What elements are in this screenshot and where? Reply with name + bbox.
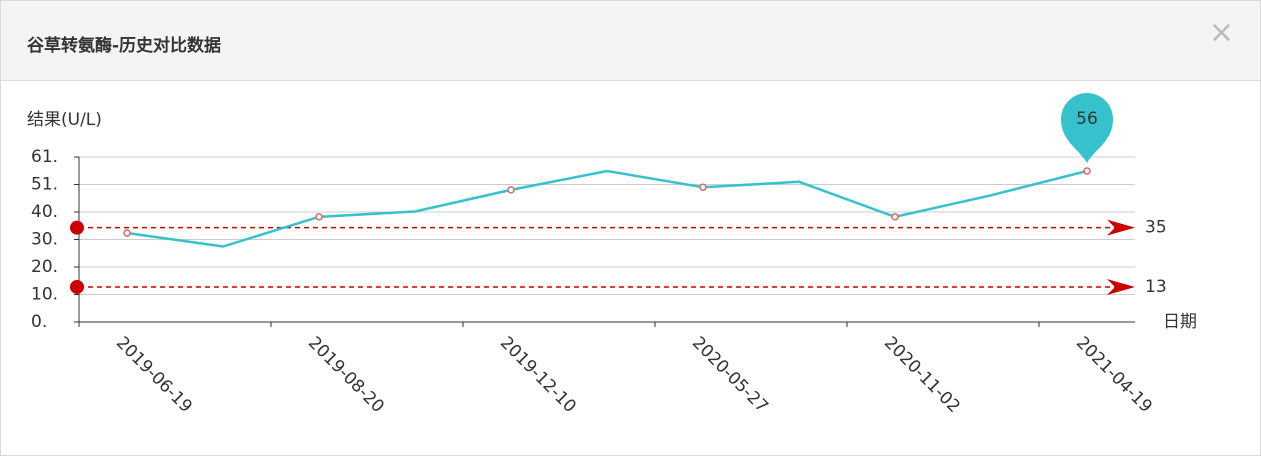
reference-dot xyxy=(70,279,84,294)
chart: 结果(U/L) 日期 0. 10. 20. 30. 40. 51. 61. 2019-06-1… xyxy=(27,93,1197,417)
reference-arrow xyxy=(1107,219,1135,236)
point xyxy=(123,229,131,237)
x-tick-label: 2021-04-19 xyxy=(1072,333,1156,417)
y-tick-label: 10. xyxy=(31,285,58,305)
pin-label: 56 xyxy=(1076,109,1098,129)
y-axis-label: 结果(U/L) xyxy=(27,110,102,130)
x-tick-label: 2019-06-19 xyxy=(112,333,196,417)
x-axis-label: 日期 xyxy=(1163,312,1197,332)
x-tick-label: 2019-08-20 xyxy=(304,333,388,417)
x-tick-label: 2020-05-27 xyxy=(688,333,772,417)
y-tick-label: 51. xyxy=(31,175,58,195)
point xyxy=(315,213,323,221)
x-tick-label: 2020-11-02 xyxy=(880,333,964,417)
x-tick-label: 2019-12-10 xyxy=(496,333,580,417)
reference-dot xyxy=(70,220,84,235)
dialog-title: 谷草转氨酶-历史对比数据 xyxy=(27,36,222,56)
y-tick-label: 40. xyxy=(31,202,58,222)
reference-arrow xyxy=(1107,278,1135,295)
close-button[interactable]: × xyxy=(1208,15,1234,50)
y-tick-label: 61. xyxy=(31,147,58,167)
y-tick-label: 0. xyxy=(31,312,47,332)
point xyxy=(1083,167,1091,175)
y-tick-label: 30. xyxy=(31,230,58,250)
pin xyxy=(1061,93,1113,164)
series-line xyxy=(126,169,1088,248)
point xyxy=(699,183,707,191)
y-tick-label: 20. xyxy=(31,257,58,277)
reference-label: 13 xyxy=(1145,277,1167,297)
point xyxy=(891,213,899,221)
dialog-header: 谷草转氨酶-历史对比数据 × xyxy=(1,1,1260,81)
point xyxy=(507,186,515,194)
reference-label: 35 xyxy=(1145,218,1167,238)
